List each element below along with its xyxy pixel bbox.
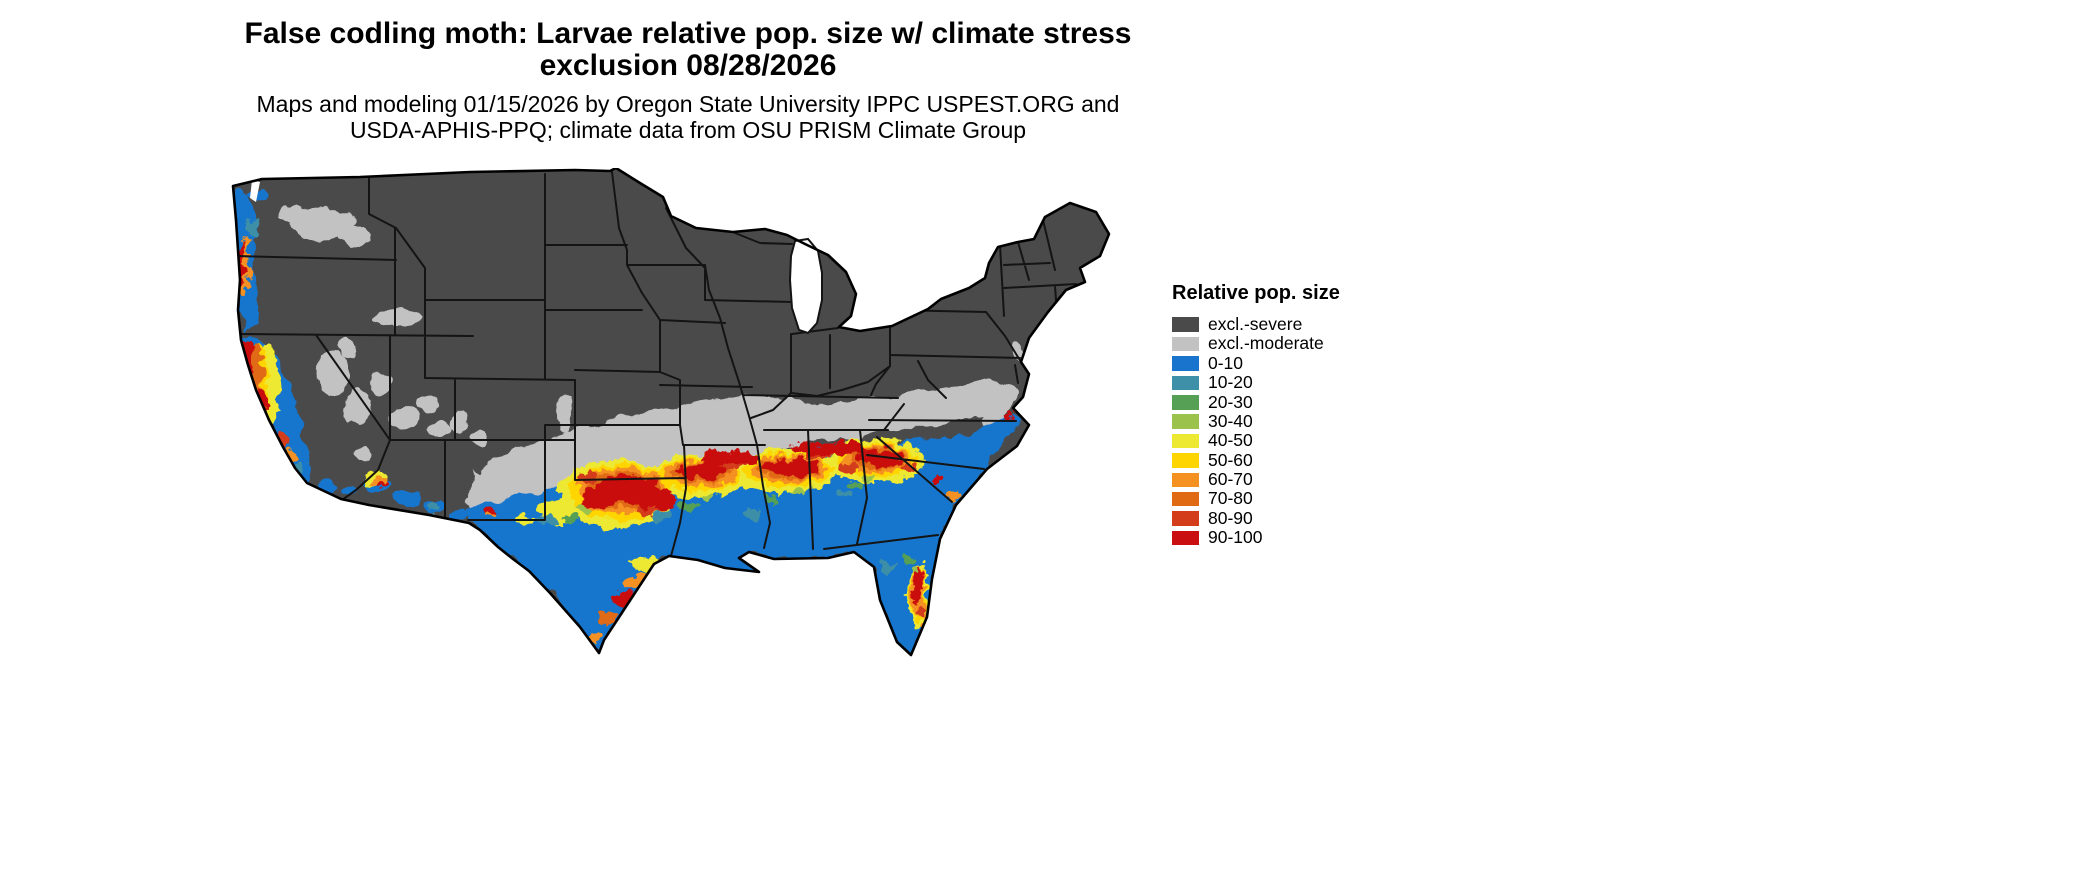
us-map-svg [231,168,1111,657]
us-outline [231,168,1111,657]
legend-label: 20-30 [1208,391,1253,412]
legend-item: 40-50 [1172,431,1340,450]
legend-item: excl.-moderate [1172,334,1340,353]
legend-swatch [1172,395,1199,410]
legend-label: 60-70 [1208,469,1253,490]
legend-swatch [1172,491,1199,507]
legend-label: 10-20 [1208,372,1253,393]
legend-label: 90-100 [1208,527,1263,548]
legend-swatch [1172,375,1199,391]
legend: Relative pop. size excl.-severe excl.-mo… [1172,282,1340,548]
legend-item: 20-30 [1172,393,1340,412]
legend-label: 70-80 [1208,488,1253,509]
legend-item: 60-70 [1172,470,1340,489]
lake-michigan [788,237,823,335]
legend-swatch [1172,336,1199,352]
legend-item: 0-10 [1172,354,1340,373]
legend-item: 70-80 [1172,490,1340,509]
legend-swatch [1172,356,1199,371]
legend-item: excl.-severe [1172,315,1340,334]
us-map [228,168,1138,668]
legend-label: 40-50 [1208,430,1253,451]
legend-label: 50-60 [1208,449,1253,470]
legend-label: 80-90 [1208,507,1253,528]
legend-swatch [1172,414,1199,429]
legend-label: excl.-severe [1208,313,1303,334]
state-borders [233,171,1077,557]
page-title: False codling moth: Larvae relative pop.… [244,17,1132,82]
legend-label: 30-40 [1208,410,1253,431]
legend-swatch [1172,433,1199,449]
legend-item: 50-60 [1172,451,1340,470]
legend-swatch [1172,511,1199,526]
legend-swatch [1172,317,1199,332]
legend-swatch [1172,453,1199,468]
legend-item: 80-90 [1172,509,1340,528]
legend-label: 0-10 [1208,352,1244,373]
legend-swatch [1172,472,1199,488]
legend-item: 90-100 [1172,528,1340,547]
map-fill-layers [233,168,1109,655]
legend-title: Relative pop. size [1172,282,1340,304]
legend-item: 10-20 [1172,373,1340,392]
legend-label: excl.-moderate [1208,333,1324,354]
page-subtitle: Maps and modeling 01/15/2026 by Oregon S… [256,91,1120,143]
legend-item: 30-40 [1172,412,1340,431]
puget-sound [250,180,260,202]
legend-swatch [1172,530,1199,546]
